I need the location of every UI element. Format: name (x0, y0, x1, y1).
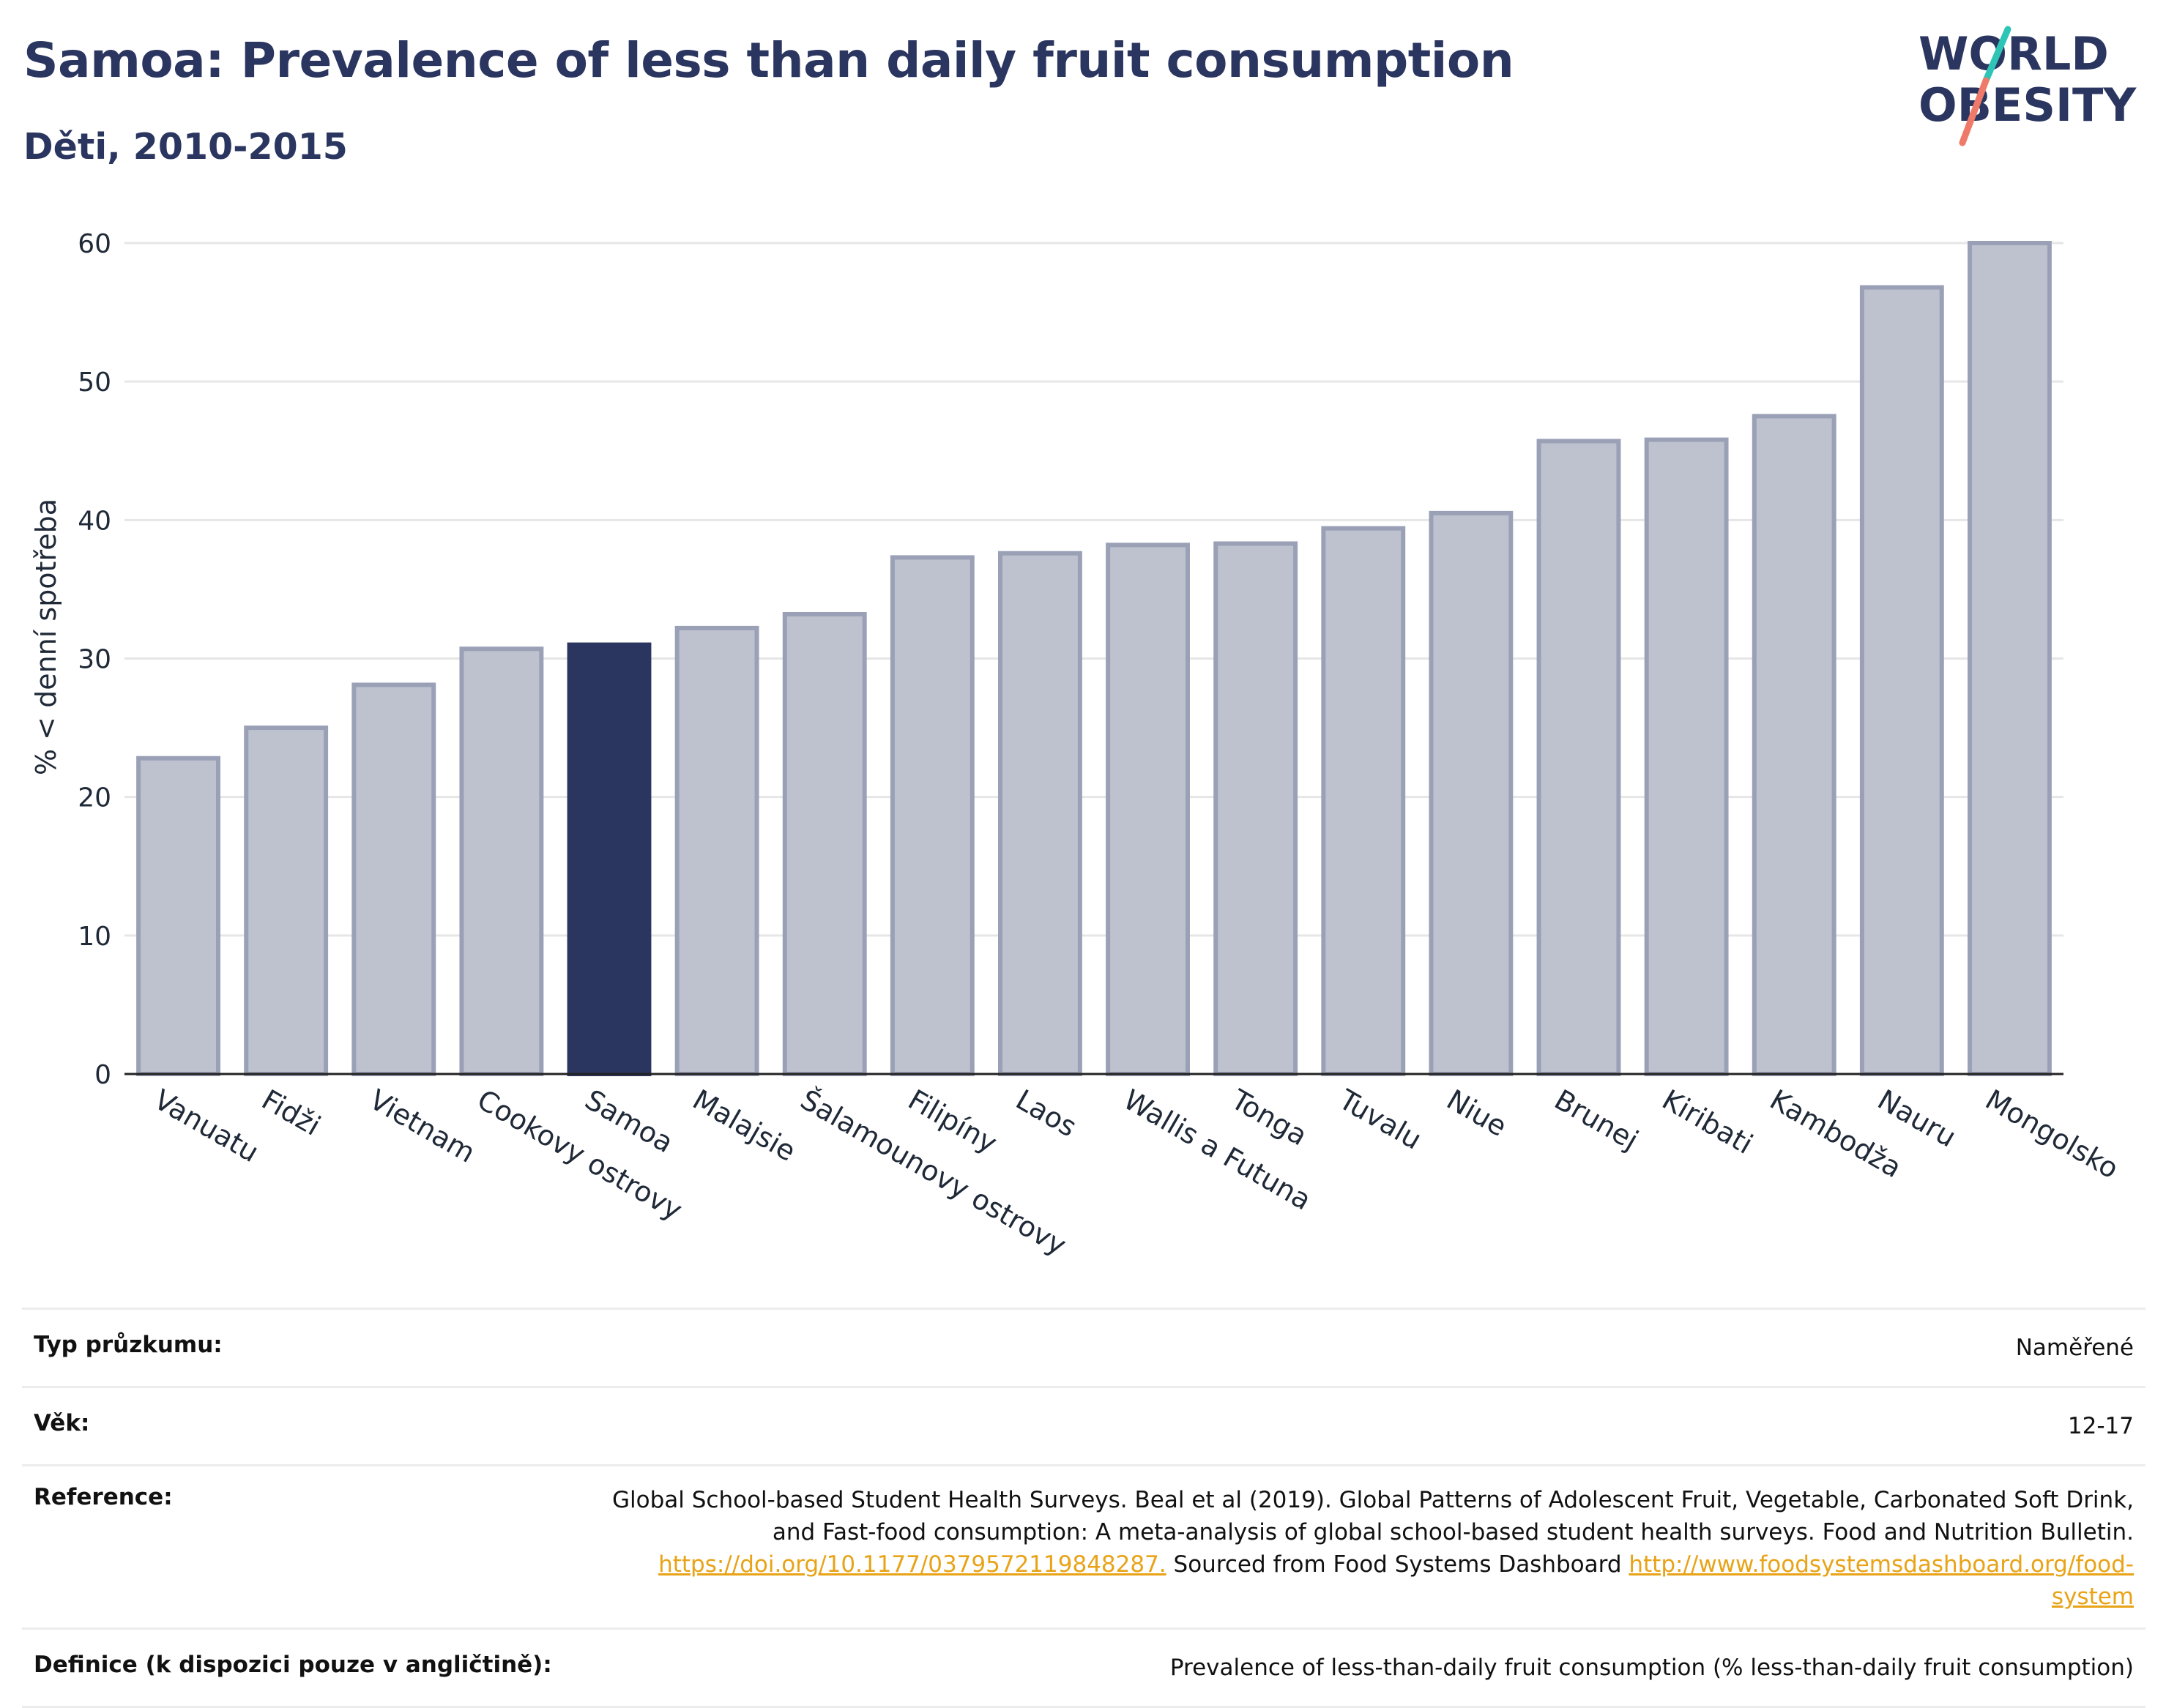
doi-link[interactable]: https://doi.org/10.1177/0379572119848287… (658, 1551, 1166, 1578)
chart-bars (136, 241, 2052, 1076)
reference-value: Global School-based Student Health Surve… (612, 1484, 2134, 1613)
x-tick-label: Vietnam (364, 1084, 480, 1169)
bar (1644, 437, 1729, 1076)
bar (674, 625, 759, 1076)
y-tick-label: 60 (78, 229, 111, 259)
definition-label: Definice (k dispozici pouze v angličtině… (34, 1652, 552, 1678)
bar (1106, 542, 1190, 1076)
bar (890, 555, 975, 1076)
y-tick-label: 30 (78, 645, 111, 675)
bar (1321, 526, 1406, 1076)
bar (1968, 241, 2052, 1076)
bar (782, 611, 867, 1076)
y-tick-label: 20 (78, 783, 111, 813)
y-tick-labels: 0 10 20 30 40 50 60 (78, 229, 111, 1090)
info-row-reference: Reference: Global School-based Student H… (22, 1464, 2145, 1627)
dashboard-link-cont[interactable]: system (2051, 1584, 2134, 1610)
survey-value: Naměřené (2015, 1335, 2134, 1361)
x-tick-label: Fidži (256, 1084, 326, 1142)
y-tick-label: 10 (78, 922, 111, 952)
bar (1859, 285, 1944, 1076)
y-tick-label: 40 (78, 506, 111, 536)
bar (1429, 510, 1514, 1076)
bar (244, 726, 329, 1076)
page-subtitle: Děti, 2010-2015 (23, 126, 348, 168)
reference-label: Reference: (34, 1484, 173, 1510)
age-label: Věk: (34, 1410, 90, 1436)
info-row-survey: Typ průzkumu: Naměřené (22, 1308, 2145, 1386)
bar (1752, 414, 1836, 1076)
bar (351, 682, 436, 1076)
bar (1213, 541, 1298, 1076)
reference-line1: Global School-based Student Health Surve… (612, 1487, 2134, 1513)
y-tick-label: 0 (94, 1060, 111, 1090)
x-tick-label: Kiribati (1657, 1084, 1759, 1160)
info-row-definition: Definice (k dispozici pouze v angličtině… (22, 1627, 2145, 1708)
reference-mid: Sourced from Food Systems Dashboard (1166, 1551, 1629, 1578)
x-tick-label: Mongolsko (1980, 1084, 2124, 1185)
info-table: Typ průzkumu: Naměřené Věk: 12-17 Refere… (22, 1308, 2145, 1708)
x-tick-label: Tuvalu (1333, 1083, 1426, 1156)
logo-slash-coral (1959, 77, 1990, 146)
logo-slash-teal (1982, 26, 2011, 84)
bar (998, 551, 1082, 1076)
bar-highlight (567, 642, 652, 1076)
y-axis-label: % < denní spotřeba (30, 499, 62, 775)
dashboard-link[interactable]: http://www.foodsystemsdashboard.org/food… (1629, 1551, 2134, 1578)
age-value: 12-17 (2067, 1413, 2134, 1439)
bar (459, 646, 544, 1076)
chart-grid (124, 242, 2063, 937)
y-tick-label: 50 (78, 368, 111, 398)
bar (1536, 439, 1621, 1076)
bar (136, 756, 220, 1076)
page-title: Samoa: Prevalence of less than daily fru… (23, 32, 1514, 89)
reference-line2: and Fast-food consumption: A meta-analys… (772, 1519, 2134, 1545)
x-tick-label: Malajsie (688, 1084, 802, 1168)
x-tick-label: Nauru (1872, 1084, 1962, 1154)
x-tick-label: Niue (1441, 1084, 1512, 1143)
x-tick-label: Brunej (1549, 1084, 1644, 1157)
logo-line2: OBESITY (1918, 78, 2137, 132)
x-tick-label: Laos (1011, 1084, 1082, 1144)
x-tick-label: Tonga (1225, 1083, 1312, 1152)
logo-line1: WORLD (1918, 27, 2109, 81)
survey-label: Typ průzkumu: (34, 1332, 223, 1358)
definition-value: Prevalence of less-than-daily fruit cons… (1169, 1655, 2134, 1681)
x-tick-label: Vanuatu (149, 1084, 264, 1168)
world-obesity-logo: WORLD OBESITY (1918, 26, 2137, 146)
x-tick-label: Wallis a Futuna (1118, 1084, 1317, 1217)
info-row-age: Věk: 12-17 (22, 1386, 2145, 1464)
